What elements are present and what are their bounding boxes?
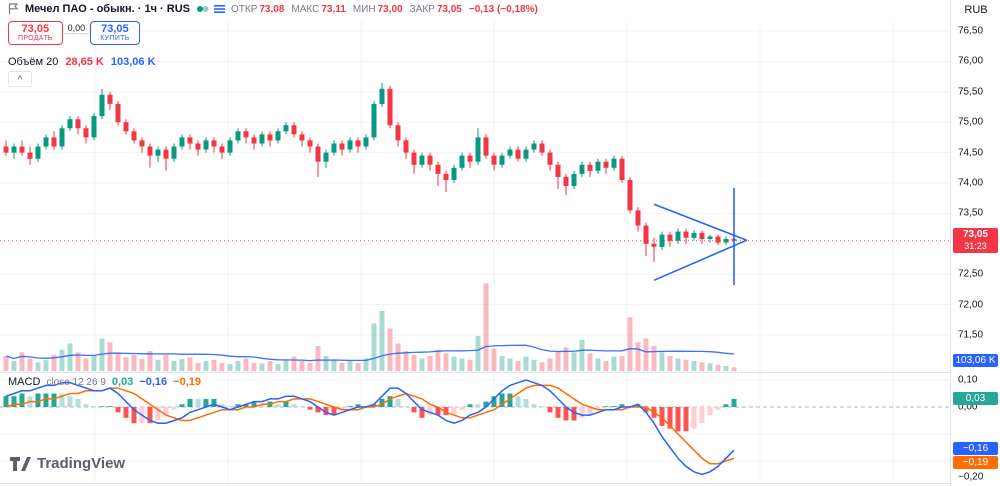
price-axis-tick: 75,00 [958,116,984,128]
currency-label[interactable]: RUB [964,4,988,16]
macd-line-value: −0,16 [139,376,168,388]
macd-axis-tick: 0,00 [958,401,978,413]
macd-hist-axis-badge: 0,03 [953,392,998,405]
buy-price: 73,05 [101,23,129,35]
price-axis[interactable]: RUB 73,05 31:23 103,06 K 0,03 −0,16 −0,1… [950,0,1000,486]
price-chart-canvas[interactable] [0,0,950,486]
open-value: 73,08 [259,3,285,15]
spread-value: 0,00 [63,23,90,33]
volume-legend-title: Объём 20 [8,56,59,68]
buy-button[interactable]: 73,05 КУПИТЬ [90,21,140,45]
open-label: ОТКР [230,3,258,15]
price-axis-tick: 72,50 [958,268,984,280]
low-value: 73,00 [377,3,403,15]
bar-countdown: 31:23 [964,241,987,251]
price-axis-tick: 71,50 [958,329,984,341]
high-label: МАКС [291,3,320,15]
macd-params: close 12 26 9 [46,377,106,388]
chart-legend-toolbar: Мечел ПАО - обыкн. · 1ч · RUS ОТКР 73,08 … [8,3,538,15]
macd-legend[interactable]: MACD close 12 26 9 0,03 −0,16 −0,19 [8,376,201,388]
buy-label: КУПИТЬ [100,35,130,42]
trade-widget: 73,05 ПРОДАТЬ 0,00 73,05 КУПИТЬ [8,21,140,45]
pane-divider[interactable] [0,372,1000,373]
sell-button[interactable]: 73,05 ПРОДАТЬ [8,21,63,45]
price-axis-tick: 75,50 [958,86,984,98]
object-tree-icon[interactable] [213,4,225,14]
macd-axis-tick: −0,20 [958,471,984,483]
price-axis-tick: 76,00 [958,55,984,67]
volume-axis-badge: 103,06 K [953,354,998,367]
flag-icon[interactable] [8,3,19,15]
sell-label: ПРОДАТЬ [18,35,53,42]
price-axis-tick: 76,50 [958,25,984,37]
macd-hist-value: 0,03 [111,376,134,388]
volume-legend[interactable]: Объём 20 28,65 K 103,06 K [8,56,156,68]
brand-text: TradingView [37,455,126,472]
macd-line-axis-badge: −0,16 [953,442,998,455]
macd-title: MACD [8,376,41,388]
price-axis-tick: 72,00 [958,299,984,311]
change-value: −0,13 (−0,18%) [468,3,538,15]
sell-price: 73,05 [21,23,50,35]
low-label: МИН [352,3,376,15]
chevron-up-icon: ^ [17,74,23,84]
symbol-title[interactable]: Мечел ПАО - обыкн. · 1ч · RUS [25,3,190,15]
last-price-badge: 73,05 31:23 [953,228,998,253]
series-dots-icon[interactable] [196,4,210,14]
price-axis-tick: 74,50 [958,147,984,159]
high-value: 73,11 [321,3,346,15]
ohlc-readout: ОТКР 73,08 МАКС 73,11 МИН 73,00 ЗАКР 73,05 −… [231,4,538,15]
close-label: ЗАКР [409,3,435,15]
macd-signal-axis-badge: −0,19 [953,456,998,469]
macd-signal-value: −0,19 [173,376,201,388]
tradingview-mark-icon [10,456,31,471]
pane-collapse-button[interactable]: ^ [8,71,32,87]
close-value: 73,05 [436,3,462,15]
macd-axis-tick: 0,10 [958,374,978,386]
pane-divider-bottom[interactable] [0,483,1000,484]
volume-current-value: 28,65 K [65,56,104,68]
tradingview-logo[interactable]: TradingView [10,455,125,472]
volume-ma-value: 103,06 K [110,56,156,68]
price-axis-tick: 73,50 [958,207,984,219]
price-axis-tick: 74,00 [958,177,984,189]
last-price-value: 73,05 [962,229,989,240]
